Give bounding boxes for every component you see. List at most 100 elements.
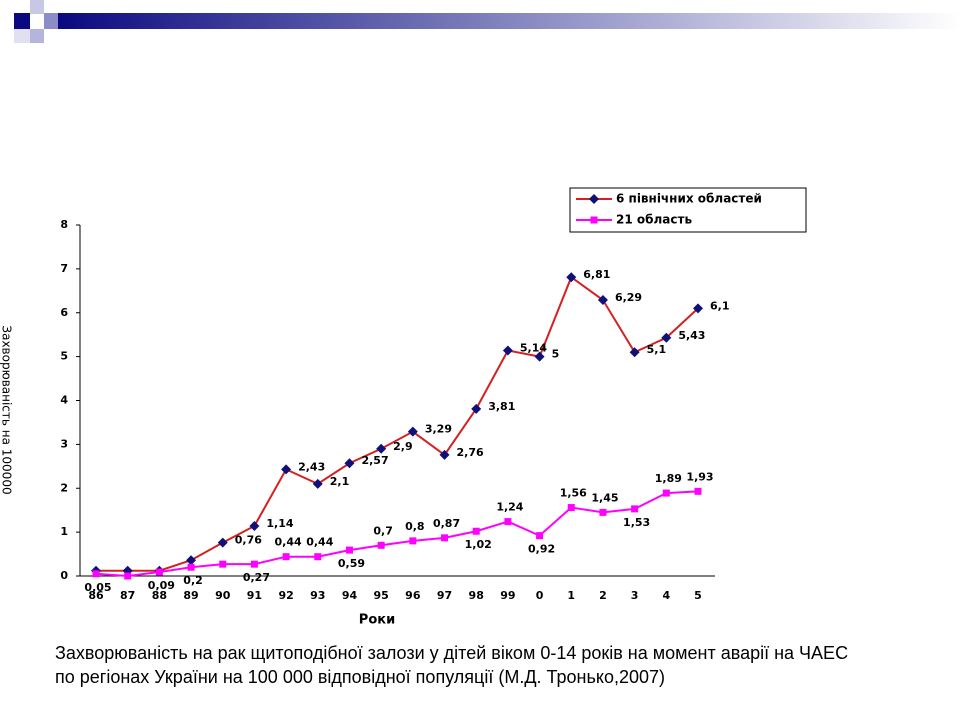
data-label: 0,59 — [338, 557, 365, 570]
x-tick-label: 90 — [215, 589, 231, 602]
data-label: 1,93 — [686, 470, 713, 483]
legend-label: 21 область — [616, 213, 692, 227]
data-label: 0,27 — [243, 571, 270, 584]
data-label: 0,2 — [183, 574, 203, 587]
x-tick-label: 92 — [278, 589, 293, 602]
point — [629, 347, 640, 358]
legend-marker — [590, 216, 598, 224]
legend-box — [569, 187, 807, 233]
y-tick-label: 5 — [60, 350, 68, 363]
point — [377, 541, 385, 549]
x-tick-label: 98 — [469, 589, 484, 602]
point — [345, 546, 353, 554]
data-label: 5,1 — [647, 343, 667, 356]
data-label: 5,14 — [520, 341, 547, 354]
x-tick-label: 86 — [88, 589, 104, 602]
point — [567, 504, 575, 512]
x-tick-label: 91 — [247, 589, 262, 602]
data-label: 0,44 — [306, 536, 333, 549]
data-label: 1,56 — [560, 487, 587, 500]
point — [631, 505, 639, 513]
point — [282, 553, 290, 561]
point — [219, 560, 227, 568]
data-label: 6,1 — [710, 299, 730, 312]
x-tick-label: 4 — [662, 589, 670, 602]
x-tick-label: 97 — [437, 589, 452, 602]
point — [694, 487, 702, 495]
series-line — [96, 275, 699, 572]
x-tick-label: 3 — [631, 589, 639, 602]
data-label: 0,8 — [405, 520, 425, 533]
x-tick-label: 0 — [536, 589, 544, 602]
y-tick-label: 7 — [60, 262, 68, 275]
point — [155, 568, 163, 576]
point — [597, 295, 608, 306]
data-label: 0,87 — [433, 517, 460, 530]
header-square — [30, 29, 44, 43]
data-label: 1,24 — [496, 501, 523, 514]
point — [124, 572, 132, 580]
point — [281, 464, 292, 475]
x-tick-label: 95 — [374, 589, 389, 602]
x-tick-label: 93 — [310, 589, 325, 602]
y-tick-label: 0 — [60, 569, 68, 582]
y-tick-label: 1 — [60, 525, 68, 538]
x-axis-title: Роки — [359, 613, 395, 628]
data-label: 6,81 — [583, 268, 610, 281]
x-tick-label: 1 — [567, 589, 575, 602]
point — [504, 518, 512, 526]
data-label: 2,57 — [361, 454, 388, 467]
header-bar — [58, 13, 960, 29]
data-label: 5,43 — [678, 329, 705, 342]
point — [409, 537, 417, 545]
data-label: 1,89 — [655, 472, 682, 485]
x-tick-label: 96 — [405, 589, 421, 602]
y-tick-label: 4 — [60, 394, 68, 407]
y-axis-title: Захворюваність на 100000 — [0, 325, 14, 494]
point — [250, 560, 258, 568]
data-label: 1,14 — [266, 517, 293, 530]
point — [312, 478, 323, 489]
legend-marker — [589, 194, 599, 204]
point — [662, 489, 670, 497]
point — [187, 563, 195, 571]
x-tick-label: 88 — [152, 589, 167, 602]
x-tick-label: 94 — [342, 589, 358, 602]
point — [314, 553, 322, 561]
header-square — [14, 29, 30, 43]
x-tick-label: 89 — [183, 589, 198, 602]
point — [599, 508, 607, 516]
header-square — [14, 13, 30, 29]
data-label: 3,81 — [488, 400, 515, 413]
data-label: 2,9 — [393, 440, 413, 453]
point — [344, 458, 355, 469]
data-label: 2,43 — [298, 460, 325, 473]
x-tick-label: 5 — [694, 589, 702, 602]
point — [407, 426, 418, 437]
y-tick-label: 2 — [60, 481, 68, 494]
data-label: 5 — [552, 348, 560, 361]
series-line — [95, 490, 699, 578]
header-square — [44, 13, 58, 29]
legend-label: 6 північних областей — [616, 192, 762, 206]
data-label: 0,09 — [148, 579, 175, 592]
x-tick-label: 87 — [120, 589, 135, 602]
point — [693, 303, 703, 314]
point — [186, 555, 197, 566]
point — [536, 532, 544, 540]
point — [534, 351, 545, 362]
point — [472, 527, 480, 535]
data-label: 0,76 — [235, 534, 262, 547]
point — [92, 570, 100, 578]
point — [439, 449, 450, 460]
data-label: 6,29 — [615, 291, 642, 304]
data-label: 2,76 — [457, 446, 484, 459]
data-label: 0,92 — [528, 543, 555, 556]
data-label: 1,53 — [623, 516, 650, 529]
data-label: 1,02 — [465, 538, 492, 551]
point — [249, 520, 260, 531]
y-tick-label: 3 — [60, 437, 68, 450]
y-tick-label: 8 — [60, 218, 68, 231]
